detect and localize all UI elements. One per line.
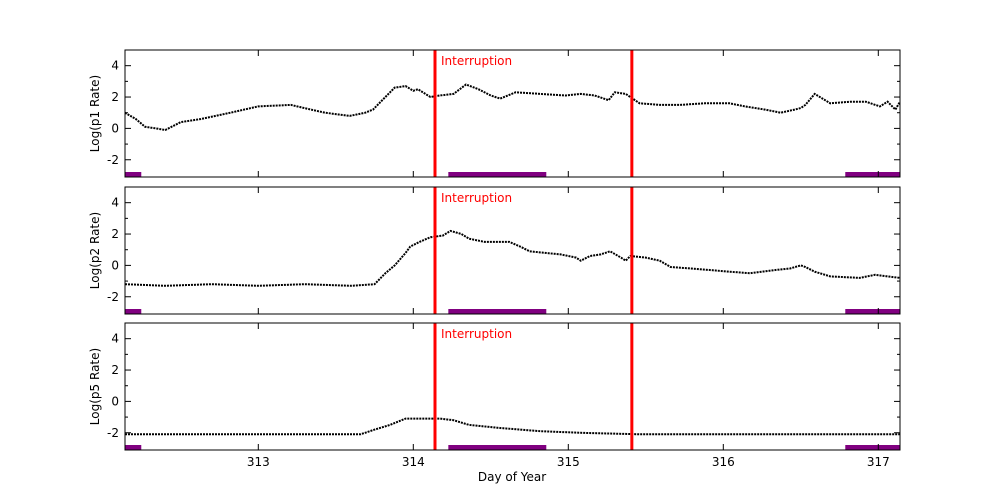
y-axis-label: Log(p1 Rate) [88,75,102,152]
y-tick-label: -2 [107,290,119,304]
x-tick-label: 314 [402,455,425,469]
time-bar [125,172,142,177]
data-series [124,83,901,132]
x-tick-label: 316 [712,455,735,469]
interruption-label: Interruption [441,191,512,205]
x-tick-label: 313 [247,455,270,469]
time-bar [125,445,142,450]
y-tick-label: 0 [111,258,119,272]
y-axis-label: Log(p2 Rate) [88,212,102,289]
time-bar [448,309,547,314]
data-series [124,229,901,287]
interruption-label: Interruption [441,327,512,341]
plot-frame [124,186,901,315]
y-tick-label: 4 [111,196,119,210]
y-tick-label: 2 [111,90,119,104]
y-tick-label: 4 [111,332,119,346]
plot-frame [124,49,901,178]
time-bar [845,309,900,314]
y-tick-label: 2 [111,363,119,377]
data-series [125,417,900,436]
plot-frame [124,322,901,451]
time-bar [448,172,547,177]
y-tick-label: -2 [107,153,119,167]
time-bar [845,172,900,177]
time-bar [845,445,900,450]
y-tick-label: -2 [107,426,119,440]
interruption-label: Interruption [441,54,512,68]
y-tick-label: 0 [111,394,119,408]
x-tick-label: 315 [557,455,580,469]
y-tick-label: 4 [111,59,119,73]
y-tick-label: 2 [111,227,119,241]
time-bar [448,445,547,450]
x-axis-label: Day of Year [478,470,546,484]
y-axis-label: Log(p5 Rate) [88,348,102,425]
time-bar [125,309,142,314]
y-tick-label: 0 [111,121,119,135]
x-tick-label: 317 [867,455,890,469]
